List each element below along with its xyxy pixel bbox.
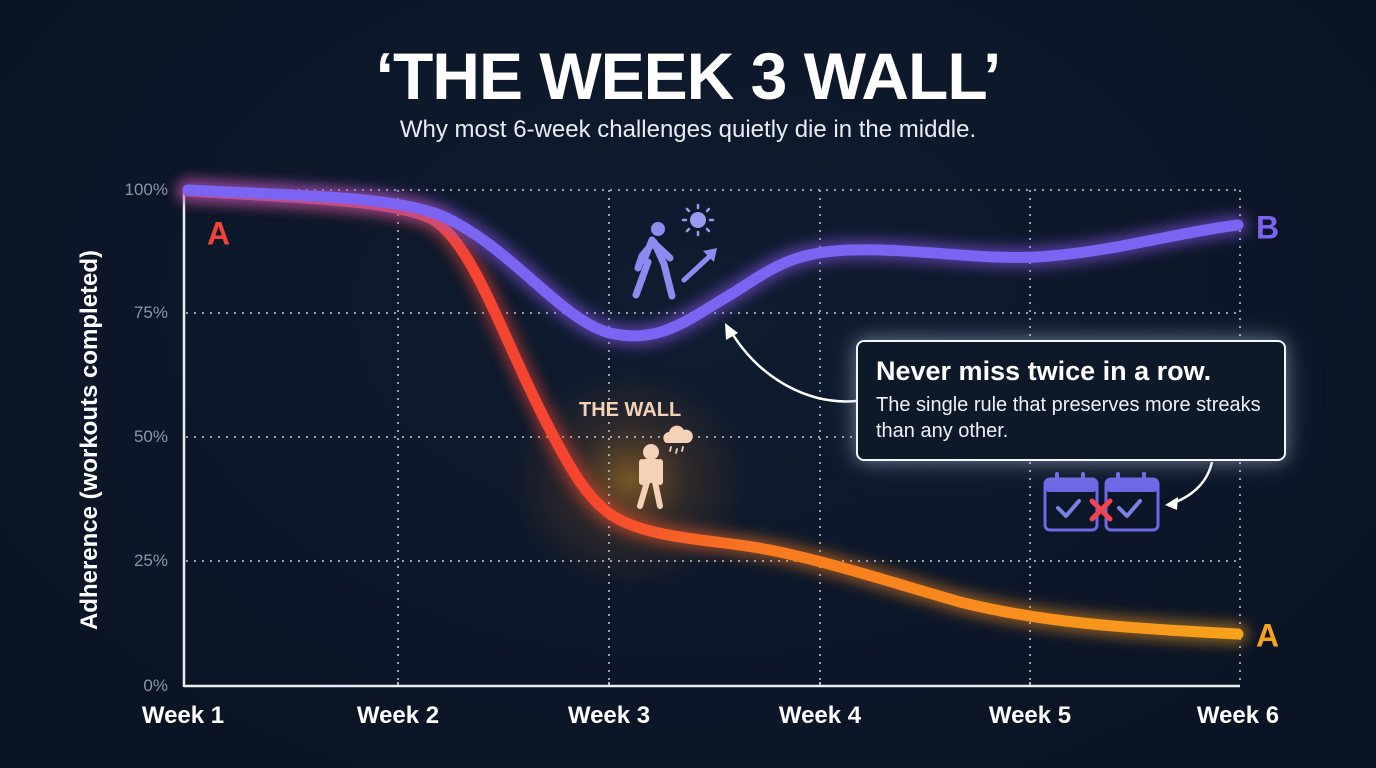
chart-subtitle: Why most 6-week challenges quietly die i… — [399, 116, 977, 143]
sun-icon — [681, 203, 715, 237]
series-b-line — [182, 184, 1244, 342]
x-tick-week-5: Week 5 — [988, 702, 1072, 729]
callout-body: The single rule that preserves more stre… — [876, 394, 1261, 442]
wall-annotation: THE WALL — [579, 399, 682, 421]
axes — [182, 190, 1240, 688]
series-a-end-label: A — [1256, 617, 1280, 654]
x-tick-week-1: Week 1 — [141, 702, 225, 729]
x-tick-week-6: Week 6 — [1196, 702, 1280, 729]
calendar-check-x-icon — [1043, 472, 1160, 532]
y-tick-75: 75% — [133, 303, 168, 322]
up-arrow-icon — [681, 248, 717, 283]
x-tick-week-4: Week 4 — [778, 702, 862, 729]
series-b-end-label: B — [1256, 209, 1280, 246]
callout-box: Never miss twice in a row. The single ru… — [856, 340, 1286, 461]
x-ticks — [397, 682, 1031, 686]
callout-title: Never miss twice in a row. — [876, 356, 1212, 386]
y-tick-25: 25% — [133, 551, 168, 570]
x-tick-week-3: Week 3 — [567, 702, 651, 729]
calendar-arrow — [1172, 461, 1214, 505]
rain-cloud-icon — [663, 425, 693, 454]
chart-title: ‘THE WEEK 3 WALL’ — [375, 39, 1002, 113]
y-tick-50: 50% — [133, 427, 168, 446]
series-a-start-label: A — [207, 215, 231, 252]
y-tick-100: 100% — [124, 180, 168, 199]
y-tick-0: 0% — [143, 676, 168, 695]
x-tick-week-2: Week 2 — [356, 702, 440, 729]
callout-arrow — [728, 329, 857, 403]
slumped-person-icon — [637, 444, 663, 509]
walking-person-icon — [632, 222, 676, 300]
